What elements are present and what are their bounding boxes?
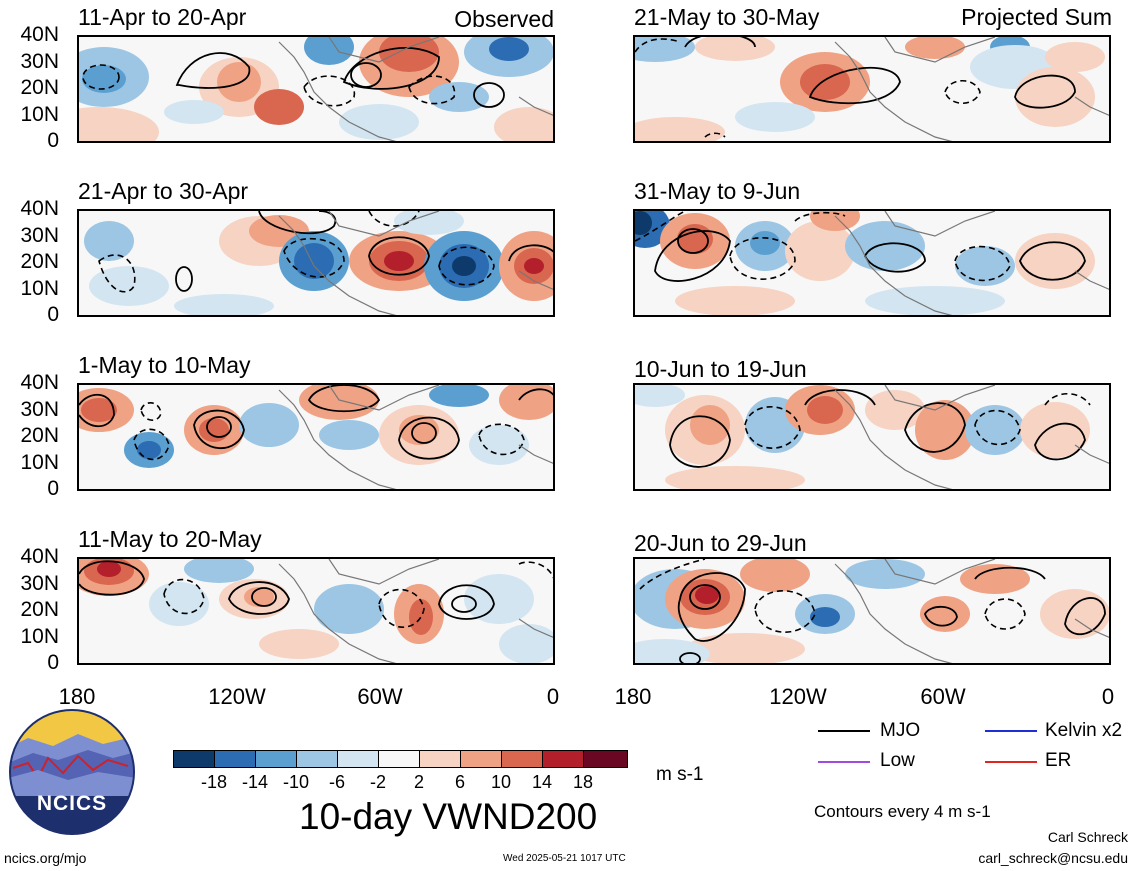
colorbar-swatch: [214, 750, 256, 768]
y-tick: 0: [47, 651, 59, 674]
x-tick: 180: [614, 684, 652, 709]
colorbar-label: 10: [490, 772, 512, 792]
colorbar-label: 18: [572, 772, 594, 792]
x-tick: 180: [58, 684, 96, 709]
panel-title-4: 11-May to 20-May: [78, 526, 262, 552]
colorbar-label: -10: [282, 772, 309, 792]
colorbar-swatch: [460, 750, 502, 768]
map-panel-3: [77, 383, 555, 491]
legend-swatch-kelvin: [985, 730, 1037, 732]
map-panel-4: [77, 557, 555, 665]
contour-note: Contours every 4 m s-1: [814, 802, 991, 821]
y-tick: 10N: [20, 277, 59, 300]
legend-label-kelvin: Kelvin x2: [1045, 720, 1123, 741]
y-tick: 40N: [20, 197, 59, 220]
legend-swatch-low: [818, 761, 870, 763]
colorbar-swatch: [337, 750, 379, 768]
map-field-4: [79, 559, 553, 663]
y-tick: 10N: [20, 103, 59, 126]
colorbar-swatch: [296, 750, 338, 768]
main-title: 10-day VWND200: [299, 796, 598, 837]
panel-title-2: 21-Apr to 30-Apr: [78, 178, 249, 204]
x-tick: 60W: [357, 684, 403, 709]
x-tick: 120W: [208, 684, 266, 709]
y-tick: 40N: [20, 371, 59, 394]
panel-title-3: 1-May to 10-May: [78, 352, 251, 378]
colorbar-label: 6: [454, 772, 465, 792]
legend-swatch-mjo: [818, 730, 870, 732]
panel-title-1: 11-Apr to 20-Apr: [78, 4, 247, 30]
map-panel-5: [633, 35, 1111, 143]
footer-author: Carl Schreck: [1047, 829, 1128, 845]
map-panel-2: [77, 209, 555, 317]
footer-site-link[interactable]: ncics.org/mjo: [4, 850, 87, 866]
ncics-logo: NCICS: [8, 708, 136, 836]
panel-title-7: 10-Jun to 19-Jun: [634, 356, 807, 382]
colorbar-swatch: [501, 750, 543, 768]
colorbar: [173, 750, 628, 768]
map-field-8: [635, 559, 1109, 663]
colorbar-label: -18: [200, 772, 227, 792]
map-field-5: [635, 37, 1109, 141]
colorbar-label: -14: [241, 772, 268, 792]
map-field-7: [635, 385, 1109, 489]
x-tick: 0: [546, 684, 560, 709]
footer-email[interactable]: carl_schreck@ncsu.edu: [978, 850, 1128, 866]
colorbar-label: -6: [328, 772, 345, 792]
y-tick: 20N: [20, 76, 59, 99]
legend-swatch-er: [985, 761, 1037, 763]
colorbar-swatch: [542, 750, 584, 768]
y-tick: 0: [47, 303, 59, 326]
x-tick: 60W: [920, 684, 966, 709]
colorbar-swatch: [173, 750, 215, 768]
legend-label-mjo: MJO: [880, 720, 921, 741]
legend-label-low: Low: [880, 750, 915, 771]
map-panel-1: [77, 35, 555, 143]
colorbar-swatch: [378, 750, 420, 768]
y-tick: 20N: [20, 598, 59, 621]
map-panel-8: [633, 557, 1111, 665]
colorbar-swatch: [419, 750, 461, 768]
legend-label-er: ER: [1045, 750, 1072, 771]
y-tick: 30N: [20, 572, 59, 595]
y-tick: 10N: [20, 625, 59, 648]
panel-title-5: 21-May to 30-May: [634, 4, 820, 30]
observed-label: Observed: [454, 6, 554, 32]
y-tick: 30N: [20, 224, 59, 247]
logo-text: NCICS: [36, 792, 108, 815]
y-tick: 0: [47, 477, 59, 500]
y-tick: 40N: [20, 23, 59, 46]
colorbar-swatch: [583, 750, 628, 768]
colorbar-label: -2: [369, 772, 386, 792]
panel-title-6: 31-May to 9-Jun: [634, 178, 801, 204]
y-tick: 20N: [20, 250, 59, 273]
colorbar-label: 2: [413, 772, 424, 792]
y-tick: 40N: [20, 545, 59, 568]
map-panel-6: [633, 209, 1111, 317]
x-tick: 0: [1101, 684, 1115, 709]
map-field-6: [635, 211, 1109, 315]
colorbar-label: 14: [531, 772, 553, 792]
y-tick: 10N: [20, 451, 59, 474]
map-field-2: [84, 211, 553, 315]
projected-label: Projected Sum: [961, 4, 1112, 30]
y-tick: 0: [47, 129, 59, 152]
colorbar-swatch: [255, 750, 297, 768]
y-tick: 20N: [20, 424, 59, 447]
y-tick: 30N: [20, 398, 59, 421]
map-field-3: [79, 385, 553, 489]
footer-timestamp: Wed 2025-05-21 1017 UTC: [503, 853, 626, 864]
colorbar-units: m s-1: [656, 764, 704, 785]
map-field-1: [79, 37, 553, 141]
x-tick: 120W: [769, 684, 827, 709]
panel-title-8: 20-Jun to 29-Jun: [634, 530, 807, 556]
map-panel-7: [633, 383, 1111, 491]
y-tick: 30N: [20, 50, 59, 73]
